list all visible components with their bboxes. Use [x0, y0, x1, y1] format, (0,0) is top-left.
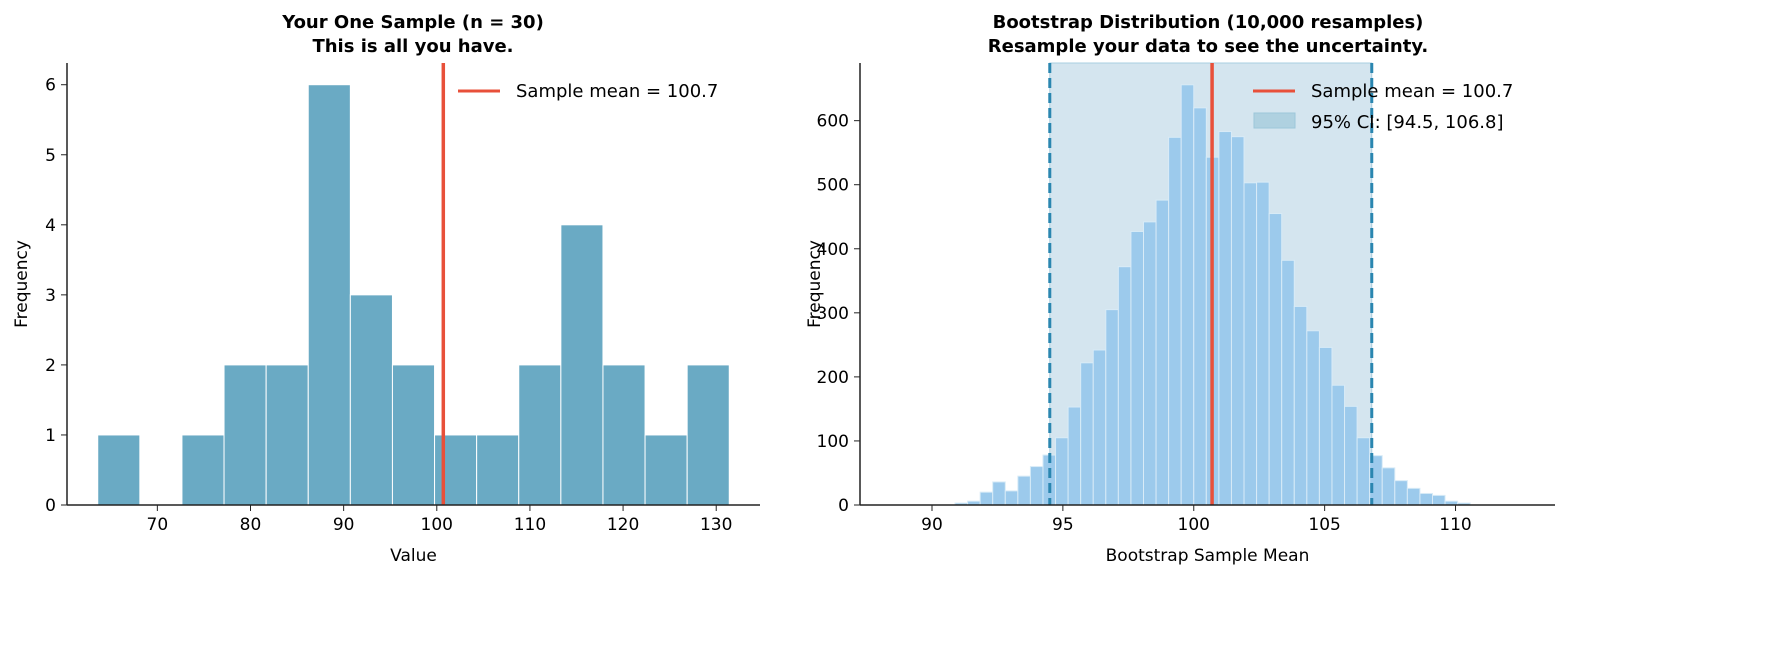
x-tick-label: 105 [1308, 515, 1340, 535]
histogram-bar [349, 294, 393, 506]
histogram-bar [979, 491, 994, 506]
panel-1: 70 80 90 100 110 120 130 0 1 2 3 4 5 6 Your One Sample… [12, 12, 760, 566]
y-axis-label: Frequency [805, 240, 825, 328]
histogram-bar [1092, 349, 1107, 506]
chart-subtitle: This is all you have. [312, 36, 513, 57]
histogram-bar [97, 434, 141, 506]
histogram-bar [1130, 230, 1144, 506]
histogram-bar [1055, 437, 1069, 506]
y-tick-label: 1 [45, 426, 56, 446]
x-tick-label: 95 [1052, 515, 1074, 535]
y-tick-label: 0 [838, 496, 849, 516]
histogram-bar [1381, 467, 1396, 506]
y-tick-label: 5 [45, 146, 56, 166]
histogram-bar [686, 364, 730, 506]
histogram-bar [223, 364, 267, 506]
histogram-bar [1029, 466, 1044, 506]
histogram-bar [1331, 384, 1346, 506]
chart-title: Bootstrap Distribution (10,000 resamples… [993, 12, 1424, 33]
histogram-bar [560, 224, 604, 506]
x-tick-label: 90 [333, 515, 355, 535]
x-tick-label: 70 [147, 515, 169, 535]
y-tick-label: 2 [45, 356, 56, 376]
x-axis-label: Bootstrap Sample Mean [1106, 546, 1310, 566]
x-tick-label: 100 [1178, 515, 1210, 535]
histogram-bar [1419, 492, 1433, 506]
histogram-bar [1369, 455, 1383, 506]
histogram-bar [434, 434, 478, 506]
histogram-bar [992, 481, 1006, 506]
histogram-bar [1193, 107, 1207, 506]
legend-ci-swatch [1253, 112, 1296, 129]
histogram-bar [1080, 362, 1094, 506]
legend-mean-label: Sample mean = 100.7 [516, 81, 718, 102]
y-tick-label: 6 [45, 76, 56, 96]
panel-2: 90 95 100 105 110 0 100 200 300 400 500 600 Bootstra… [805, 12, 1555, 566]
histogram-bar [1318, 346, 1333, 506]
histogram-bar [476, 434, 520, 506]
histogram-bar [1256, 181, 1270, 506]
x-axis-label: Value [390, 546, 437, 566]
histogram-bar [1394, 480, 1408, 506]
histogram-bar [307, 84, 351, 506]
y-tick-label: 400 [817, 240, 849, 260]
histogram-bar [644, 434, 688, 506]
y-axis-label: Frequency [12, 240, 32, 328]
histogram-bar [1105, 309, 1119, 506]
y-tick-label: 0 [45, 496, 56, 516]
histogram-bar [1281, 259, 1295, 506]
chart-subtitle: Resample your data to see the uncertaint… [988, 36, 1429, 57]
x-tick-label: 110 [1439, 515, 1471, 535]
histogram-bar [1218, 131, 1232, 506]
histogram-bar [518, 364, 562, 506]
x-tick-label: 100 [421, 515, 453, 535]
legend-ci-label: 95% CI: [94.5, 106.8] [1311, 112, 1504, 133]
y-tick-label: 3 [45, 286, 56, 306]
histogram-bar [1344, 405, 1358, 506]
histogram-bar [602, 364, 646, 506]
histogram-bar [1406, 487, 1421, 506]
y-tick-label: 600 [817, 112, 849, 132]
x-tick-label: 130 [700, 515, 732, 535]
x-tick-label: 80 [240, 515, 262, 535]
y-tick-label: 100 [817, 432, 849, 452]
x-tick-label: 90 [921, 515, 943, 535]
histogram-bar [1180, 84, 1195, 506]
y-tick-label: 200 [817, 368, 849, 388]
histogram-bar [1293, 305, 1308, 506]
histogram-bar [1431, 494, 1446, 506]
histogram-bar [181, 434, 225, 506]
histogram-bar [1168, 136, 1182, 506]
histogram-bar [1268, 213, 1283, 506]
x-tick-label: 110 [514, 515, 546, 535]
histogram-bar [265, 364, 309, 506]
y-tick-label: 300 [817, 304, 849, 324]
histogram-bar [1243, 182, 1258, 506]
histogram-bar [1004, 490, 1019, 506]
legend-mean-label: Sample mean = 100.7 [1311, 81, 1513, 102]
histogram-bar [1356, 437, 1371, 506]
chart-title: Your One Sample (n = 30) [281, 12, 544, 33]
histogram-bar [1230, 136, 1245, 506]
histogram-bar [1155, 199, 1170, 506]
histogram-bar [1117, 266, 1132, 506]
histogram-bar [1067, 406, 1082, 506]
y-tick-label: 500 [817, 176, 849, 196]
histogram-bar [1017, 475, 1031, 506]
histogram-bar [1142, 221, 1157, 506]
x-tick-label: 120 [607, 515, 639, 535]
histogram-bar [391, 364, 436, 506]
y-tick-label: 4 [45, 216, 56, 236]
histogram-bar [1306, 330, 1320, 506]
